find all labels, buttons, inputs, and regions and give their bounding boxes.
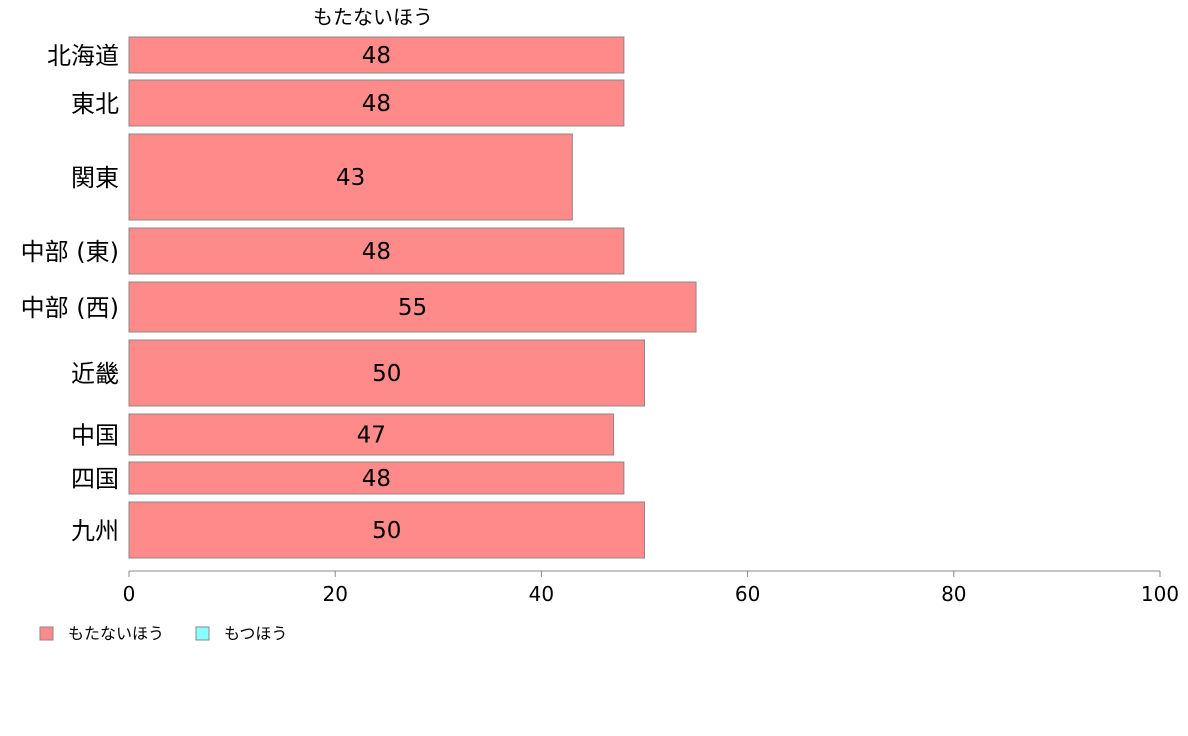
bar-7 — [128, 461, 625, 495]
data-label: 48 — [362, 466, 391, 492]
data-label: 55 — [398, 295, 427, 321]
bar-0 — [128, 36, 625, 74]
category-label: 四国 — [71, 465, 119, 493]
bar-5 — [128, 339, 645, 407]
category-label: 中国 — [71, 422, 119, 450]
data-label: 48 — [362, 91, 391, 117]
legend-swatch — [195, 626, 210, 641]
category-label: 関東 — [71, 164, 119, 192]
bar-8 — [128, 501, 645, 559]
bar-4 — [128, 281, 697, 333]
category-label: 北海道 — [47, 42, 119, 70]
data-label: 48 — [362, 239, 391, 265]
legend: もたないほう もつほう — [39, 624, 287, 643]
x-tick-label: 100 — [1141, 582, 1179, 606]
x-tick-label: 80 — [941, 582, 966, 606]
series-title: もたないほう — [313, 5, 433, 29]
x-tick-label: 40 — [529, 582, 554, 606]
bar-6 — [128, 413, 615, 456]
category-label: 中部 (西) — [21, 294, 119, 322]
data-label: 50 — [372, 518, 401, 544]
legend-swatch — [39, 626, 54, 641]
x-axis: 0 20 40 60 80 100 — [123, 570, 1179, 606]
category-label: 東北 — [71, 90, 119, 118]
bars: 48 北海道 48 東北 43 関東 48 中部 (東) 55 中部 (西) 50 近畿 47 中国 48 四… — [21, 36, 697, 559]
category-label: 近畿 — [71, 360, 119, 388]
data-label: 47 — [357, 423, 386, 449]
category-label: 九州 — [71, 517, 119, 545]
category-label: 中部 (東) — [21, 238, 119, 266]
data-label: 50 — [372, 361, 401, 387]
x-tick-label: 60 — [735, 582, 760, 606]
bar-3 — [128, 227, 625, 275]
legend-label: もたないほう — [68, 624, 164, 643]
bar-2 — [128, 133, 573, 221]
legend-label: もつほう — [224, 624, 287, 643]
x-tick-label: 20 — [322, 582, 347, 606]
data-label: 48 — [362, 43, 391, 69]
x-tick-label: 0 — [123, 582, 136, 606]
bar-1 — [128, 79, 625, 127]
data-label: 43 — [336, 165, 365, 191]
